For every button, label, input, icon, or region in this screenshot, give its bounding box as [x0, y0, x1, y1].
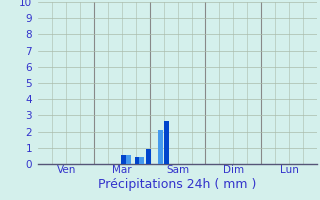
Bar	[158, 130, 164, 164]
Bar	[126, 155, 132, 164]
Bar	[164, 121, 169, 164]
Bar	[139, 157, 144, 164]
Bar	[135, 157, 140, 164]
Bar	[146, 149, 151, 164]
X-axis label: Précipitations 24h ( mm ): Précipitations 24h ( mm )	[99, 178, 257, 191]
Bar	[121, 155, 126, 164]
